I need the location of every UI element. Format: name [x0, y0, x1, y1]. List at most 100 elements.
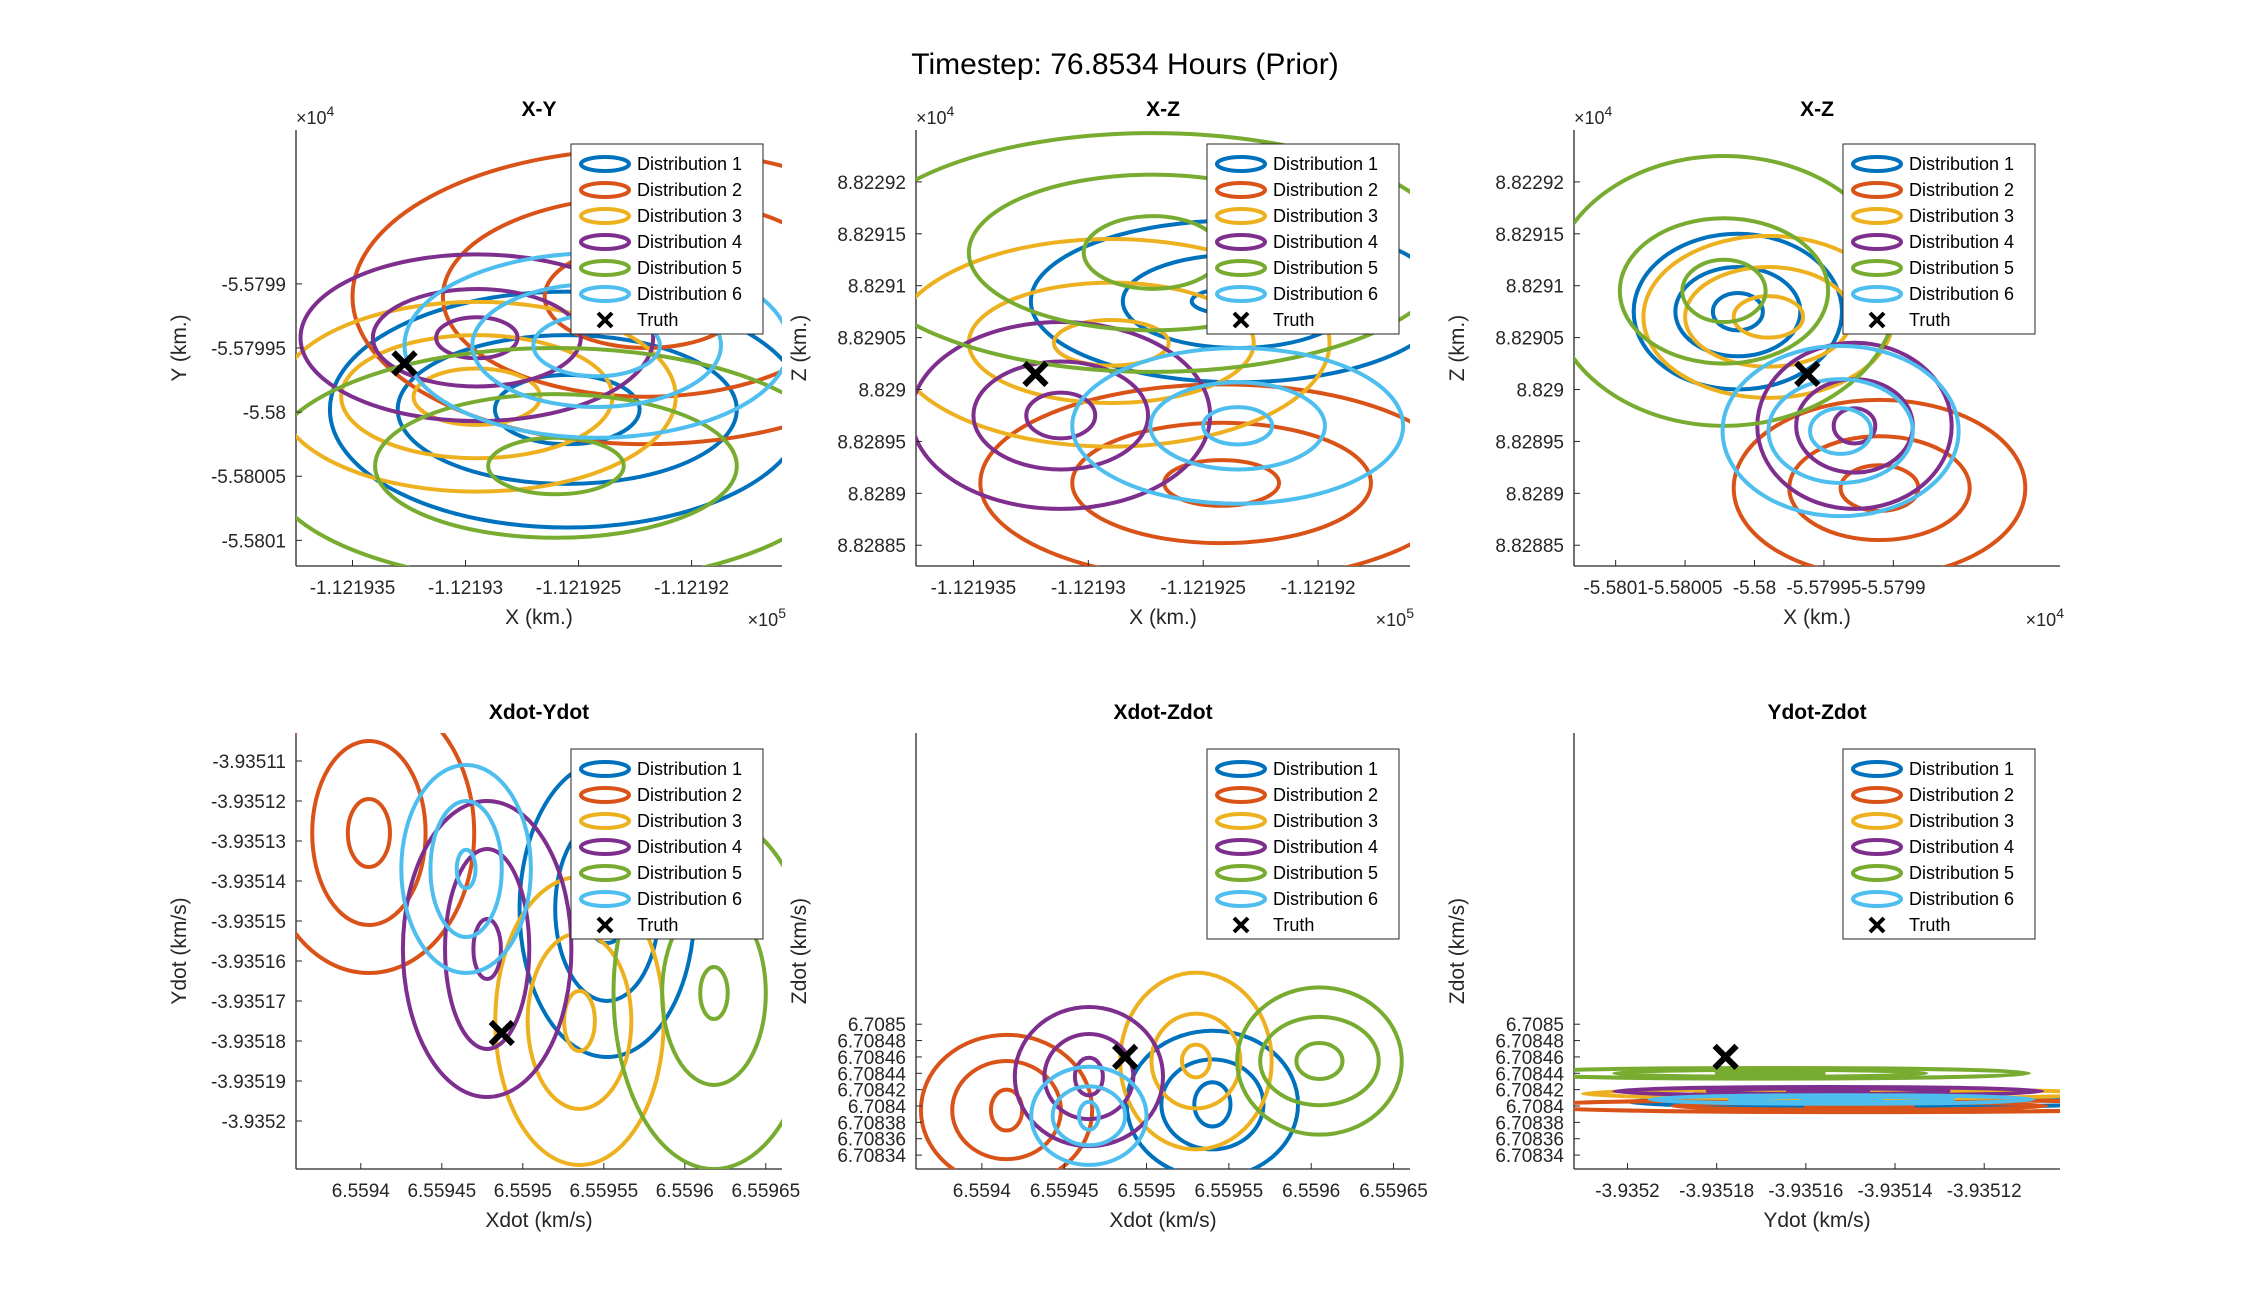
legend-item-5: Distribution 5 — [579, 258, 742, 278]
x-tick-label: 6.55965 — [731, 1181, 800, 1202]
legend-swatch — [1851, 760, 1903, 778]
legend-swatch — [1215, 233, 1267, 251]
ellipse-6-sigma-2 — [1148, 380, 1327, 472]
y-tick-label: 8.82292 — [837, 173, 906, 194]
y-tick-label: 8.82915 — [837, 225, 906, 246]
legend-item-4: Distribution 4 — [579, 232, 742, 252]
legend-item-4: Distribution 4 — [1215, 837, 1378, 857]
y-tick-label: 6.70834 — [837, 1146, 906, 1167]
y-exponent: ×104 — [296, 103, 335, 128]
ellipse-1-sigma-1 — [1192, 1080, 1233, 1129]
legend: Distribution 1 Distribution 2 Distribution… — [1842, 748, 2036, 940]
legend-item-6: Distribution 6 — [579, 889, 742, 909]
x-tick-label: 6.55955 — [1195, 1181, 1264, 1202]
ellipse-6-sigma-1 — [1077, 1099, 1101, 1132]
ellipse-1-sigma-3 — [327, 289, 782, 530]
ellipse-3-sigma-3 — [296, 299, 678, 494]
ellipse-5-sigma-2 — [373, 392, 739, 540]
legend-swatch — [1851, 890, 1903, 908]
x-tick-label: -5.5801 — [1583, 578, 1647, 599]
y-tick-label: 8.82895 — [1495, 432, 1564, 453]
ellipse-2-sigma-2 — [1787, 434, 1972, 543]
y-exponent: ×104 — [1574, 103, 1613, 128]
y-axis-label: Ydot (km/s) — [168, 897, 191, 1004]
y-tick-label: 6.7084 — [848, 1097, 907, 1118]
subplot-5: -3.9352 -3.93518 -3.93516 -3.93514 -3.93512 6… — [1446, 701, 2060, 1232]
y-tick-label: -5.5801 — [222, 531, 286, 552]
figure-title: Timestep: 76.8534 Hours (Prior) — [911, 48, 1339, 81]
y-tick-label: 6.70848 — [837, 1032, 906, 1053]
subplot-1: -1.121935 -1.12193 -1.121925 -1.12192 8.8229… — [788, 98, 1414, 630]
legend-label: Distribution 4 — [1273, 837, 1378, 857]
x-axis-label: X (km.) — [1129, 606, 1197, 629]
y-tick-label: 6.7085 — [848, 1015, 906, 1036]
legend-item-2: Distribution 2 — [1851, 180, 2014, 200]
truth-marker — [1794, 360, 1821, 388]
legend-swatch — [579, 760, 631, 778]
legend-label: Truth — [637, 310, 678, 330]
legend-swatch — [1215, 259, 1267, 277]
legend-item-7: Truth — [1232, 310, 1314, 330]
subplot-title: X-Y — [521, 98, 556, 121]
y-tick-label: -5.58005 — [211, 467, 286, 488]
y-tick-label: 6.70844 — [837, 1064, 906, 1085]
ellipse-5-sigma-1 — [1680, 257, 1768, 325]
x-tick-label: -1.12193 — [1051, 578, 1126, 599]
legend-swatch — [1215, 838, 1267, 856]
y-axis-label: Z (km.) — [1446, 315, 1469, 381]
plot-area — [1574, 153, 2028, 566]
legend-label: Distribution 1 — [1909, 154, 2014, 174]
plot-area — [1574, 1043, 2060, 1115]
legend: Distribution 1 Distribution 2 Distribution… — [1842, 143, 2036, 335]
legend-swatch — [579, 233, 631, 251]
x-tick-label: -3.93514 — [1858, 1181, 1933, 1202]
legend-label: Distribution 6 — [1273, 889, 1378, 909]
ellipse-2-sigma-2 — [310, 739, 428, 927]
plot-area — [918, 970, 1404, 1169]
y-tick-label: 6.70842 — [837, 1081, 906, 1102]
x-tick-label: 6.55945 — [407, 1181, 476, 1202]
legend-item-2: Distribution 2 — [579, 180, 742, 200]
ellipse-2-sigma-3 — [1731, 397, 2028, 566]
legend-item-7: Truth — [1868, 915, 1950, 935]
legend-label: Distribution 2 — [1273, 180, 1378, 200]
ellipse-3-sigma-1 — [1731, 294, 1806, 340]
ellipse-6-sigma-3 — [1029, 1064, 1149, 1167]
plot-area — [296, 147, 782, 566]
ellipse-4-sigma-2 — [1042, 1032, 1136, 1122]
legend-label: Distribution 6 — [637, 889, 742, 909]
ellipse-2-sigma-3 — [296, 733, 477, 975]
legend-item-1: Distribution 1 — [579, 759, 742, 779]
y-tick-label: 6.70838 — [1495, 1113, 1564, 1134]
y-tick-label: 6.70846 — [1495, 1048, 1564, 1069]
subplot-title: Xdot-Ydot — [489, 701, 589, 724]
legend-swatch — [579, 155, 631, 173]
legend-swatch — [1851, 259, 1903, 277]
legend-item-2: Distribution 2 — [579, 785, 742, 805]
legend-label: Truth — [1909, 310, 1950, 330]
y-tick-label: 8.82292 — [1495, 173, 1564, 194]
legend-label: Distribution 1 — [1909, 759, 2014, 779]
legend-swatch — [1215, 285, 1267, 303]
legend-item-3: Distribution 3 — [1215, 206, 1378, 226]
ellipse-4-sigma-2 — [443, 847, 532, 1051]
legend-label: Truth — [637, 915, 678, 935]
y-axis-label: Y (km.) — [168, 314, 191, 381]
legend-item-1: Distribution 1 — [1851, 154, 2014, 174]
x-tick-label: 6.5596 — [1282, 1181, 1340, 1202]
legend-label: Distribution 1 — [637, 154, 742, 174]
y-tick-label: 6.70844 — [1495, 1064, 1564, 1085]
legend-label: Distribution 3 — [1909, 811, 2014, 831]
legend-label: Distribution 2 — [1909, 785, 2014, 805]
legend-item-6: Distribution 6 — [1215, 889, 1378, 909]
legend-swatch — [579, 786, 631, 804]
x-tick-label: -5.58 — [1733, 578, 1776, 599]
x-tick-label: -3.9352 — [1595, 1181, 1659, 1202]
legend-item-6: Distribution 6 — [579, 284, 742, 304]
legend-item-5: Distribution 5 — [579, 863, 742, 883]
legend-item-1: Distribution 1 — [579, 154, 742, 174]
y-exponent: ×104 — [916, 103, 955, 128]
legend-swatch — [579, 207, 631, 225]
y-tick-label: -3.93517 — [211, 992, 286, 1013]
ellipse-4-sigma-3 — [1755, 340, 1954, 511]
